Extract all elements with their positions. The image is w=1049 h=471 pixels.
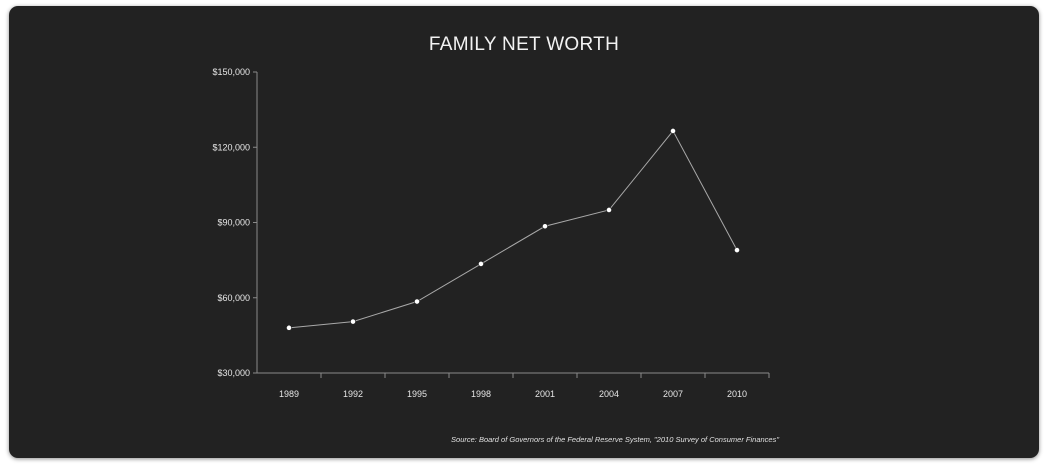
chart-card: FAMILY NET WORTH $30,000 $60,000 $90,000 $1… <box>9 6 1039 458</box>
data-point <box>734 247 740 253</box>
y-axis-ticks: $30,000 $60,000 $90,000 $120,000 $150,000 <box>212 67 257 378</box>
x-tick-label: 1989 <box>279 389 299 399</box>
chart-title: FAMILY NET WORTH <box>428 34 620 55</box>
data-point <box>542 223 548 230</box>
data-point <box>350 318 356 325</box>
x-tick-label: 1992 <box>343 389 363 399</box>
y-tick-label: $60,000 <box>217 293 250 303</box>
y-tick-label: $30,000 <box>217 368 250 378</box>
y-tick-label: $150,000 <box>212 67 250 77</box>
line-chart: $30,000 $60,000 $90,000 $120,000 $150,000 19… <box>212 67 770 399</box>
y-tick-label: $90,000 <box>217 218 250 228</box>
x-tick-label: 2007 <box>663 389 683 399</box>
x-tick-label: 1995 <box>407 389 427 399</box>
source-note: Source: Board of Governors of the Federa… <box>451 435 779 444</box>
x-tick-label: 2004 <box>599 389 619 399</box>
data-point <box>286 324 292 331</box>
series-group <box>286 128 740 331</box>
y-tick-label: $120,000 <box>212 142 250 152</box>
data-point <box>478 260 484 267</box>
x-tick-label: 1998 <box>471 389 491 399</box>
axes <box>256 72 769 374</box>
x-axis-ticks: 1989 1992 1995 1998 2001 2004 2007 2010 <box>279 373 770 399</box>
x-tick-label: 2010 <box>727 389 747 399</box>
data-point <box>414 298 420 305</box>
data-point <box>670 128 676 134</box>
series-line <box>288 130 738 329</box>
data-point <box>606 207 612 213</box>
x-tick-label: 2001 <box>535 389 555 399</box>
